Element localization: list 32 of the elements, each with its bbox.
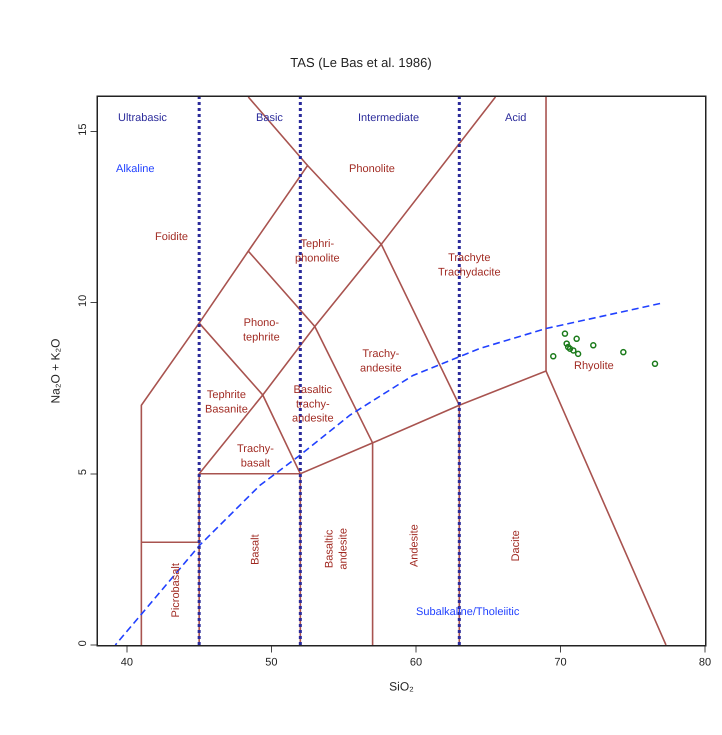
annotation: Basalt xyxy=(250,534,262,565)
y-tick-label: 15 xyxy=(77,123,90,136)
annotation: Trachy- basalt xyxy=(237,443,274,470)
x-tick-label: 70 xyxy=(554,656,567,669)
x-tick-label: 80 xyxy=(698,656,712,669)
line-series xyxy=(114,302,661,645)
annotation: Basaltic trachy- andesite xyxy=(292,384,334,425)
annotation: Dacite xyxy=(510,530,522,562)
annotation: Acid xyxy=(505,112,526,124)
y-axis-title: Na₂O + K₂O xyxy=(48,338,63,404)
annotation: Alkaline xyxy=(116,163,155,175)
x-axis-title: SiO₂ xyxy=(389,679,414,694)
annotation: Picrobasalt xyxy=(170,563,182,618)
y-tick-label: 5 xyxy=(77,469,90,476)
annotation: Ultrabasic xyxy=(118,112,168,124)
x-tick-label: 60 xyxy=(410,656,422,669)
annotation: Phono- tephrite xyxy=(243,317,280,344)
annotation: Rhyolite xyxy=(574,360,614,372)
annotation: Intermediate xyxy=(358,112,420,124)
y-tick-label: 0 xyxy=(77,640,90,646)
annotation: Trachyte Trachydacite xyxy=(438,252,501,278)
annotation: Andesite xyxy=(408,524,420,568)
annotation: Basaltic andesite xyxy=(323,528,350,570)
y-tick-label: 10 xyxy=(77,294,90,307)
annotation: Trachy- andesite xyxy=(360,348,402,374)
annotation: Phonolite xyxy=(349,163,395,175)
x-tick-label: 50 xyxy=(265,656,278,669)
annotation: Foidite xyxy=(155,231,188,243)
chart-title: TAS (Le Bas et al. 1986) xyxy=(290,55,432,70)
annotation: Tephrite Basanite xyxy=(205,389,248,416)
annotation: Tephri- phonolite xyxy=(295,238,340,264)
x-tick-label: 40 xyxy=(120,656,134,669)
